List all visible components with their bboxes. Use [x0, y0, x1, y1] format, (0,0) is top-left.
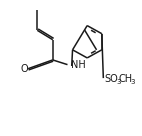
Text: O: O: [20, 64, 28, 74]
Text: 3: 3: [116, 79, 121, 85]
Text: SO: SO: [104, 74, 118, 84]
Text: NH: NH: [71, 60, 86, 70]
Text: CH: CH: [119, 74, 133, 84]
Text: 3: 3: [130, 79, 135, 85]
